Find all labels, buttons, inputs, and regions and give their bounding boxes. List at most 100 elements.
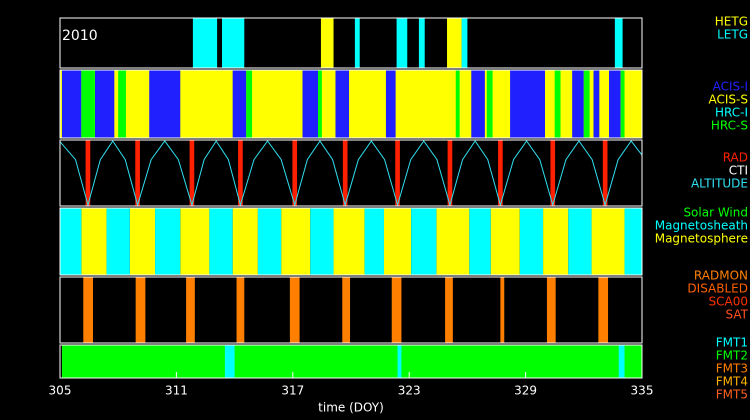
x-tick-label: 329	[514, 384, 537, 398]
legend-entry: FMT1	[716, 336, 748, 350]
interval	[354, 18, 360, 68]
interval	[568, 208, 592, 275]
interval	[83, 277, 93, 343]
interval	[85, 140, 91, 206]
interval	[81, 70, 95, 138]
interval	[383, 208, 412, 275]
interval	[81, 208, 107, 275]
interval	[614, 18, 623, 68]
interval	[486, 70, 493, 138]
interval	[624, 208, 642, 275]
interval	[447, 18, 462, 68]
legend-entry: Magnetosheath	[655, 219, 748, 233]
interval	[61, 345, 642, 378]
interval	[598, 277, 609, 343]
legend-entry: Magnetosphere	[655, 232, 748, 246]
legend-entry: ALTITUDE	[691, 177, 748, 191]
interval	[209, 208, 233, 275]
interval	[445, 277, 453, 343]
interval	[455, 70, 460, 138]
panel-frame	[59, 139, 643, 207]
legend-entry: FMT2	[716, 349, 748, 363]
interval	[129, 208, 156, 275]
panel-frame	[59, 207, 643, 276]
legend-entry: Solar Wind	[683, 206, 748, 220]
interval	[192, 18, 218, 68]
interval	[118, 70, 126, 138]
interval	[320, 18, 334, 68]
interval	[461, 18, 468, 68]
x-tick-label: 311	[165, 384, 188, 398]
interval	[335, 70, 350, 138]
interval	[310, 208, 334, 275]
interval	[469, 208, 491, 275]
interval	[620, 70, 625, 138]
interval	[281, 208, 311, 275]
interval	[189, 140, 195, 206]
x-tick-label: 317	[281, 384, 304, 398]
interval	[155, 208, 181, 275]
interval	[519, 208, 544, 275]
legend-entry: HRC-S	[711, 119, 748, 133]
interval	[302, 70, 319, 138]
legend-entry: RADMON	[694, 269, 748, 283]
x-tick-label: 335	[631, 384, 654, 398]
legend-entry: DISABLED	[687, 282, 748, 296]
interval	[135, 140, 140, 206]
interval	[60, 208, 82, 275]
interval	[391, 277, 402, 343]
interval	[510, 70, 545, 138]
x-tick-label: 323	[398, 384, 421, 398]
interval	[221, 18, 245, 68]
legend-entry: FMT4	[716, 375, 748, 389]
interval	[232, 208, 258, 275]
interval	[180, 208, 210, 275]
year-label: 2010	[62, 28, 98, 44]
x-tick-label: 305	[49, 384, 72, 398]
interval	[385, 70, 396, 138]
altitude-line	[59, 140, 643, 207]
interval	[554, 70, 561, 138]
interval	[498, 140, 503, 206]
interval	[396, 18, 408, 68]
interval	[232, 70, 247, 138]
panel-frame	[59, 69, 643, 139]
interval	[411, 208, 437, 275]
panel-frame	[59, 17, 643, 69]
interval	[318, 70, 322, 138]
interval	[397, 345, 402, 378]
interval	[186, 277, 195, 343]
interval	[572, 70, 584, 138]
interval	[543, 208, 569, 275]
legend-entry: HETG	[715, 15, 748, 29]
interval	[236, 277, 245, 343]
interval	[238, 140, 243, 206]
interval	[583, 70, 590, 138]
legend-entry: SCA00	[709, 295, 748, 309]
interval	[550, 140, 556, 206]
interval	[94, 70, 115, 138]
interval	[500, 277, 505, 343]
interval	[224, 345, 235, 378]
interval	[149, 70, 181, 138]
interval	[609, 70, 621, 138]
interval	[333, 208, 365, 275]
interval	[490, 208, 520, 275]
interval	[135, 277, 146, 343]
interval	[395, 140, 400, 206]
interval	[342, 277, 351, 343]
panel-frame	[59, 344, 643, 379]
legend-entry: ACIS-I	[713, 80, 748, 94]
interval	[471, 70, 485, 138]
interval	[257, 208, 282, 275]
interval	[292, 140, 298, 206]
interval	[436, 208, 470, 275]
legend-entry: FMT3	[716, 362, 748, 376]
interval	[593, 70, 600, 138]
interval	[591, 208, 625, 275]
interval	[61, 70, 82, 138]
legend-entry: LETG	[717, 28, 748, 42]
legend-entry: ACIS-S	[709, 93, 748, 107]
